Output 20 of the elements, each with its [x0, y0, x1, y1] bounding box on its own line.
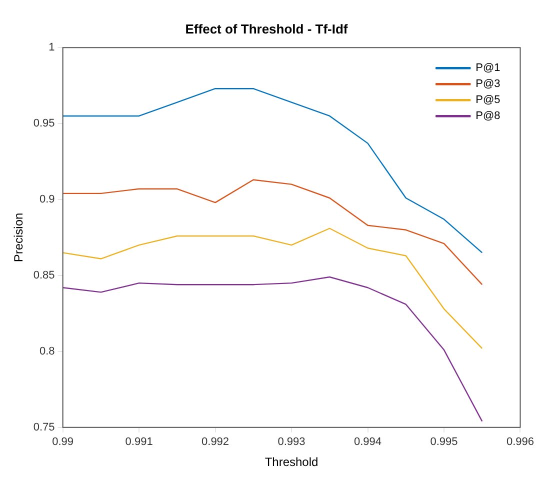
x-tick-label: 0.995	[430, 436, 458, 448]
y-tick-label: 0.95	[33, 118, 55, 130]
x-tick-label: 0.991	[125, 436, 153, 448]
y-tick-label: 0.9	[40, 194, 55, 206]
x-tick-label: 0.996	[506, 436, 534, 448]
legend-label: P@1	[476, 62, 500, 74]
y-tick-label: 0.75	[33, 421, 55, 434]
x-tick-label: 0.99	[52, 436, 74, 448]
legend-label: P@3	[476, 78, 500, 90]
x-tick-label: 0.994	[354, 436, 382, 448]
chart-title: Effect of Threshold - Tf-Idf	[185, 21, 348, 36]
legend-label: P@8	[476, 110, 500, 122]
legend-label: P@5	[476, 94, 500, 106]
x-tick-label: 0.993	[278, 436, 306, 448]
y-tick-label: 1	[48, 42, 55, 54]
x-tick-label: 0.992	[202, 436, 230, 448]
y-tick-label: 0.8	[40, 345, 55, 358]
y-tick-label: 0.85	[33, 270, 55, 282]
x-axis-title: Threshold	[264, 455, 318, 470]
y-axis-title: Precision	[12, 212, 26, 262]
